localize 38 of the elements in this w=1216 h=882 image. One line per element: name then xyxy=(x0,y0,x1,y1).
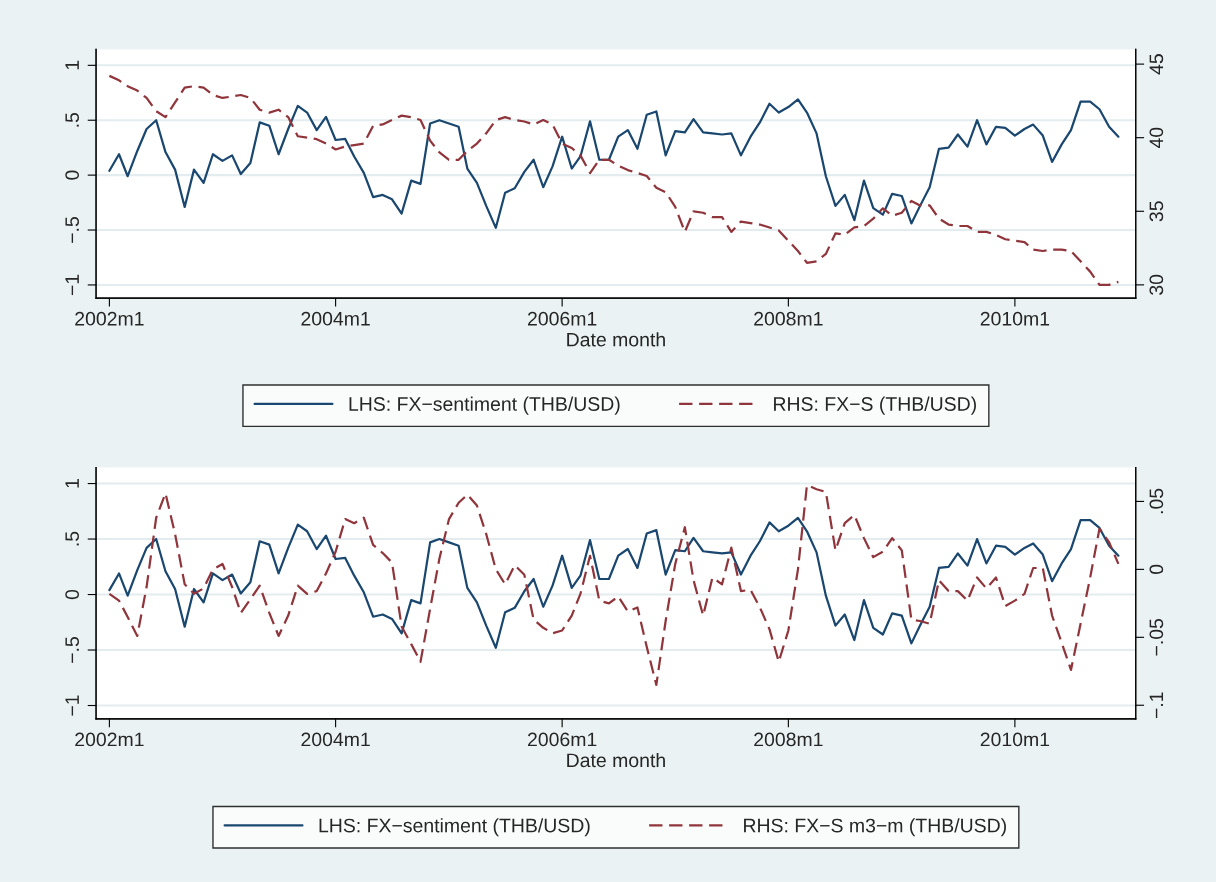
y-tick-label: −.5 xyxy=(65,637,80,663)
x-tick-label: 2006m1 xyxy=(527,732,597,747)
x-axis-title: Date month xyxy=(567,332,665,347)
x-tick-label: 2010m1 xyxy=(980,311,1050,326)
y-tick-label: 1 xyxy=(65,479,79,488)
y2-tick-label: 0 xyxy=(1149,564,1164,575)
y2-tick-label: 35 xyxy=(1149,201,1164,222)
y-tick-label: 0 xyxy=(65,589,80,600)
x-tick-label: 2002m1 xyxy=(75,732,144,747)
y-tick-label: −.5 xyxy=(65,217,80,243)
y2-tick-label: 40 xyxy=(1149,127,1164,149)
line-series xyxy=(108,98,1120,229)
x-tick-label: 2008m1 xyxy=(754,311,823,326)
x-tick-label: 2006m1 xyxy=(527,311,597,326)
y-tick-label: .5 xyxy=(65,112,80,127)
y-tick-label: −1 xyxy=(65,695,79,716)
y2-tick-label: −.05 xyxy=(1149,618,1164,656)
y2-tick-label: 30 xyxy=(1149,274,1164,295)
x-tick-label: 2004m1 xyxy=(301,311,370,326)
x-tick-label: 2002m1 xyxy=(75,311,144,326)
y2-tick-label: .05 xyxy=(1149,488,1164,514)
y2-tick-label: −.1 xyxy=(1149,692,1164,719)
x-tick-label: 2004m1 xyxy=(301,732,370,747)
x-tick-label: 2008m1 xyxy=(754,732,823,747)
y-tick-label: 1 xyxy=(65,60,79,70)
line-series xyxy=(108,516,1120,649)
line-series xyxy=(108,74,1120,286)
y2-tick-label: 45 xyxy=(1149,54,1164,75)
x-axis-title: Date month xyxy=(567,752,665,768)
y-tick-label: −1 xyxy=(65,274,79,296)
legend-label: LHS: FX−sentiment (THB/USD) xyxy=(349,396,620,415)
y-tick-label: 0 xyxy=(65,170,80,180)
legend-label: RHS: FX−S (THB/USD) xyxy=(774,396,976,415)
legend-label: RHS: FX−S m3−m (THB/USD) xyxy=(744,818,1006,837)
line-series xyxy=(108,484,1120,686)
legend-label: LHS: FX−sentiment (THB/USD) xyxy=(319,818,590,837)
x-tick-label: 2010m1 xyxy=(980,732,1050,747)
y-tick-label: .5 xyxy=(65,531,80,546)
